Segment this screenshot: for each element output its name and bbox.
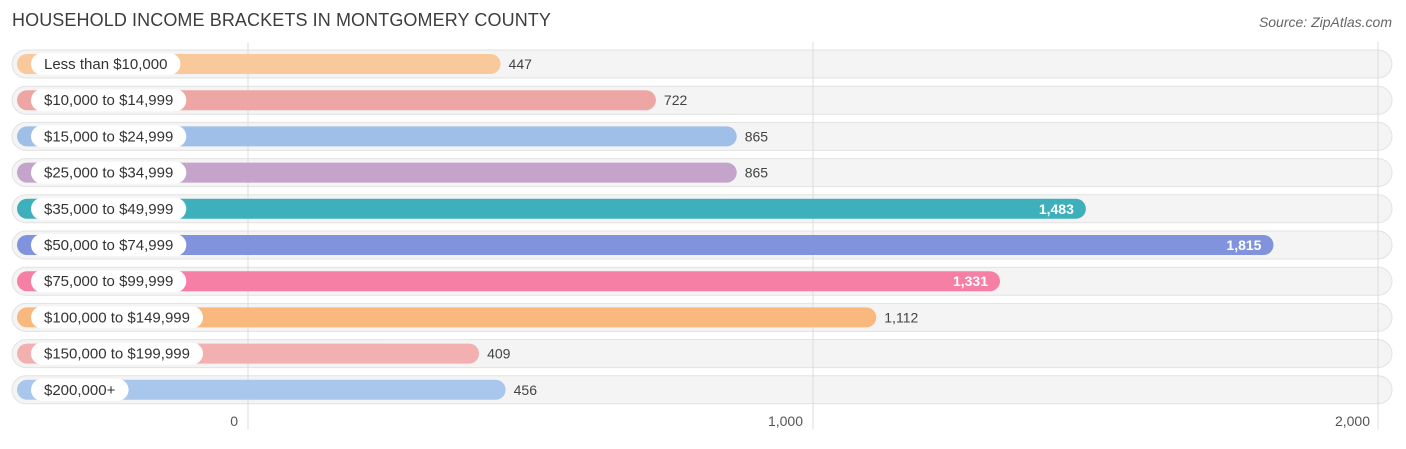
category-label: Less than $10,000	[44, 56, 167, 73]
value-label: 865	[745, 128, 769, 144]
bar	[17, 271, 1001, 292]
tick-label: 2,000	[1335, 413, 1370, 429]
category-label-pill	[31, 89, 187, 112]
category-label: $15,000 to $24,999	[44, 128, 173, 145]
category-label: $25,000 to $34,999	[44, 165, 173, 182]
value-label: 447	[509, 56, 533, 72]
category-label-pill	[31, 306, 203, 329]
value-label: 1,483	[1039, 201, 1074, 217]
category-label-pill	[31, 197, 187, 220]
category-label: $100,000 to $149,999	[44, 309, 190, 326]
category-label: $50,000 to $74,999	[44, 237, 173, 254]
category-label: $10,000 to $14,999	[44, 92, 173, 109]
category-label-pill	[31, 270, 187, 293]
bar	[17, 198, 1086, 219]
category-label-pill	[31, 53, 181, 75]
value-label: 456	[514, 382, 538, 398]
source-label: Source: ZipAtlas.com	[1258, 14, 1392, 30]
bar	[17, 162, 737, 183]
category-label-pill	[31, 342, 203, 365]
category-label-pill	[31, 125, 187, 148]
bar	[17, 235, 1274, 255]
tick-label: 0	[230, 413, 238, 429]
tick-label: 1,000	[768, 413, 803, 429]
category-label-pill	[31, 234, 187, 256]
category-label: $200,000+	[44, 382, 116, 399]
bar	[17, 126, 737, 147]
value-label: 865	[745, 165, 769, 181]
value-label: 1,331	[953, 273, 988, 289]
x-axis: 0 1,000 2,000	[230, 413, 1370, 429]
category-label-pill	[31, 161, 187, 184]
value-label: 409	[487, 346, 511, 362]
category-label: $150,000 to $199,999	[44, 346, 190, 363]
bars: Less than $10,000 447 $10,000 to $14,999 72…	[17, 53, 1274, 401]
value-label: 1,112	[884, 309, 918, 325]
category-label: $35,000 to $49,999	[44, 201, 173, 218]
category-label-pill	[31, 378, 129, 401]
chart-title: HOUSEHOLD INCOME BRACKETS IN MONTGOMERY …	[12, 10, 551, 30]
bar	[17, 379, 506, 400]
category-label: $75,000 to $99,999	[44, 273, 173, 290]
value-label: 1,815	[1226, 237, 1261, 253]
value-label: 722	[664, 92, 688, 108]
bar	[17, 307, 877, 328]
